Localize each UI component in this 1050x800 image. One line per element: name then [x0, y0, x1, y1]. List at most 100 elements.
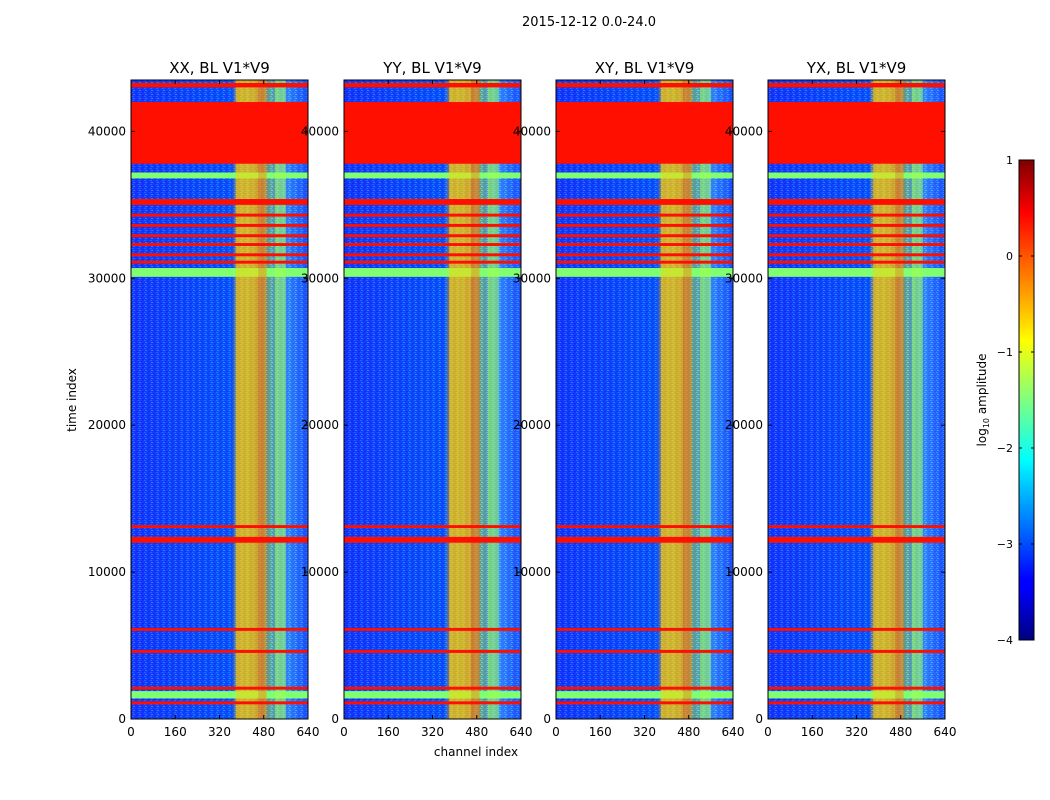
bright-channel-band	[873, 80, 896, 719]
x-tick-label: 0	[127, 725, 135, 739]
y-tick-label: 10000	[88, 565, 126, 579]
colorbar-tick-label: −4	[997, 634, 1013, 647]
y-tick-label: 40000	[513, 124, 551, 138]
y-tick-label: 30000	[725, 271, 763, 285]
y-tick-label: 40000	[301, 124, 339, 138]
y-axis-label: time index	[65, 368, 79, 432]
flagged-time-band	[768, 701, 945, 705]
panel-4: YX, BL V1*V9 0 160 320 480 640 0 10000 20000 3000…	[725, 59, 957, 739]
y-tick-label: 20000	[513, 418, 551, 432]
bright-channel-band	[274, 80, 286, 719]
x-tick-label: 640	[934, 725, 957, 739]
figure-suptitle: 2015-12-12 0.0-24.0	[522, 15, 656, 30]
y-tick-label: 0	[331, 712, 339, 726]
x-tick-label: 160	[377, 725, 400, 739]
flagged-time-band	[768, 649, 945, 653]
colorbar-label: log10 amplitude	[975, 354, 991, 447]
y-tick-label: 30000	[88, 271, 126, 285]
bright-channel-band	[236, 80, 259, 719]
x-tick-label: 640	[297, 725, 320, 739]
panel-2: YY, BL V1*V9 0 160 320 480 640 0 10000 20000 3000…	[301, 59, 533, 739]
flagged-time-band	[131, 198, 308, 205]
bright-time-band	[344, 691, 521, 699]
colorbar-tick-label: 0	[1006, 250, 1013, 263]
flagged-time-band	[556, 82, 733, 88]
bright-time-band	[131, 268, 308, 277]
flagged-time-band	[556, 243, 733, 246]
panel-title: YY, BL V1*V9	[382, 59, 481, 77]
colorbar-tick-label: 1	[1006, 154, 1013, 167]
y-tick-label: 10000	[725, 565, 763, 579]
x-tick-label: 320	[421, 725, 444, 739]
flagged-time-band	[344, 213, 521, 217]
y-tick-label: 40000	[88, 124, 126, 138]
y-tick-label: 20000	[725, 418, 763, 432]
flagged-time-band	[344, 234, 521, 238]
bright-channel-band	[911, 80, 923, 719]
flagged-time-band	[556, 649, 733, 653]
bright-channel-band	[471, 80, 480, 719]
flagged-time-band	[768, 627, 945, 631]
bright-channel-band	[699, 80, 711, 719]
colorbar-tick-label: −2	[997, 442, 1013, 455]
flagged-time-band	[768, 525, 945, 529]
y-tick-label: 40000	[725, 124, 763, 138]
flagged-time-band	[556, 213, 733, 217]
panel-title: YX, BL V1*V9	[806, 59, 907, 77]
flagged-time-band	[131, 260, 308, 264]
flagged-time-band	[768, 260, 945, 264]
flagged-time-band	[768, 234, 945, 238]
flagged-time-band	[556, 102, 733, 164]
colorbar-tick-label: −3	[997, 538, 1013, 551]
flagged-time-band	[556, 525, 733, 529]
panel-title: XY, BL V1*V9	[595, 59, 695, 77]
flagged-time-band	[344, 649, 521, 653]
flagged-time-band	[344, 525, 521, 529]
colorbar-label-main: log	[975, 428, 989, 446]
flagged-time-band	[131, 213, 308, 217]
flagged-time-band	[768, 102, 945, 164]
colorbar-label-sub: 10	[982, 418, 991, 428]
bright-time-band	[344, 268, 521, 277]
colorbar: 1 0 −1 −2 −3 −4	[997, 154, 1035, 647]
flagged-time-band	[768, 686, 945, 690]
flagged-time-band	[344, 253, 521, 257]
x-tick-label: 480	[465, 725, 488, 739]
y-tick-label: 30000	[513, 271, 551, 285]
panels: XX, BL V1*V9 0 160 320 480 640 0 10000 20000 3000…	[88, 59, 957, 739]
flagged-time-band	[344, 102, 521, 164]
bright-time-band	[131, 172, 308, 179]
bright-channel-band	[449, 80, 472, 719]
flagged-time-band	[344, 536, 521, 543]
panel-1: XX, BL V1*V9 0 160 320 480 640 0 10000 20000 3000…	[88, 59, 320, 739]
x-tick-label: 480	[252, 725, 275, 739]
bright-channel-band	[895, 80, 904, 719]
y-tick-label: 20000	[301, 418, 339, 432]
bright-channel-band	[487, 80, 499, 719]
bright-time-band	[556, 268, 733, 277]
flagged-time-band	[131, 243, 308, 246]
bright-channel-band	[258, 80, 267, 719]
bright-time-band	[768, 268, 945, 277]
x-tick-label: 160	[801, 725, 824, 739]
x-tick-label: 0	[552, 725, 560, 739]
flagged-time-band	[344, 686, 521, 690]
x-tick-label: 320	[208, 725, 231, 739]
flagged-time-band	[344, 260, 521, 264]
flagged-time-band	[131, 223, 308, 227]
flagged-time-band	[344, 243, 521, 246]
flagged-time-band	[768, 253, 945, 257]
x-tick-label: 480	[677, 725, 700, 739]
flagged-time-band	[344, 82, 521, 88]
x-axis-label: channel index	[434, 745, 518, 759]
flagged-time-band	[131, 102, 308, 164]
flagged-time-band	[556, 198, 733, 205]
bright-time-band	[768, 172, 945, 179]
bright-time-band	[344, 172, 521, 179]
bright-channel-band	[683, 80, 692, 719]
panel-title: XX, BL V1*V9	[169, 59, 270, 77]
y-tick-label: 0	[755, 712, 763, 726]
flagged-time-band	[556, 253, 733, 257]
colorbar-tick-label: −1	[997, 346, 1013, 359]
